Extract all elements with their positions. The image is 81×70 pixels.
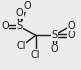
Text: O: O xyxy=(67,21,75,31)
Text: O: O xyxy=(67,21,75,31)
Text: O: O xyxy=(67,30,75,40)
Text: Cl: Cl xyxy=(31,50,40,60)
Text: O: O xyxy=(24,1,31,11)
Text: O: O xyxy=(50,44,58,54)
Text: O: O xyxy=(24,1,31,11)
Text: O: O xyxy=(16,8,23,18)
Text: O: O xyxy=(1,21,9,31)
Text: Cl: Cl xyxy=(16,41,26,51)
Text: S: S xyxy=(16,21,23,31)
Text: S: S xyxy=(51,30,57,40)
